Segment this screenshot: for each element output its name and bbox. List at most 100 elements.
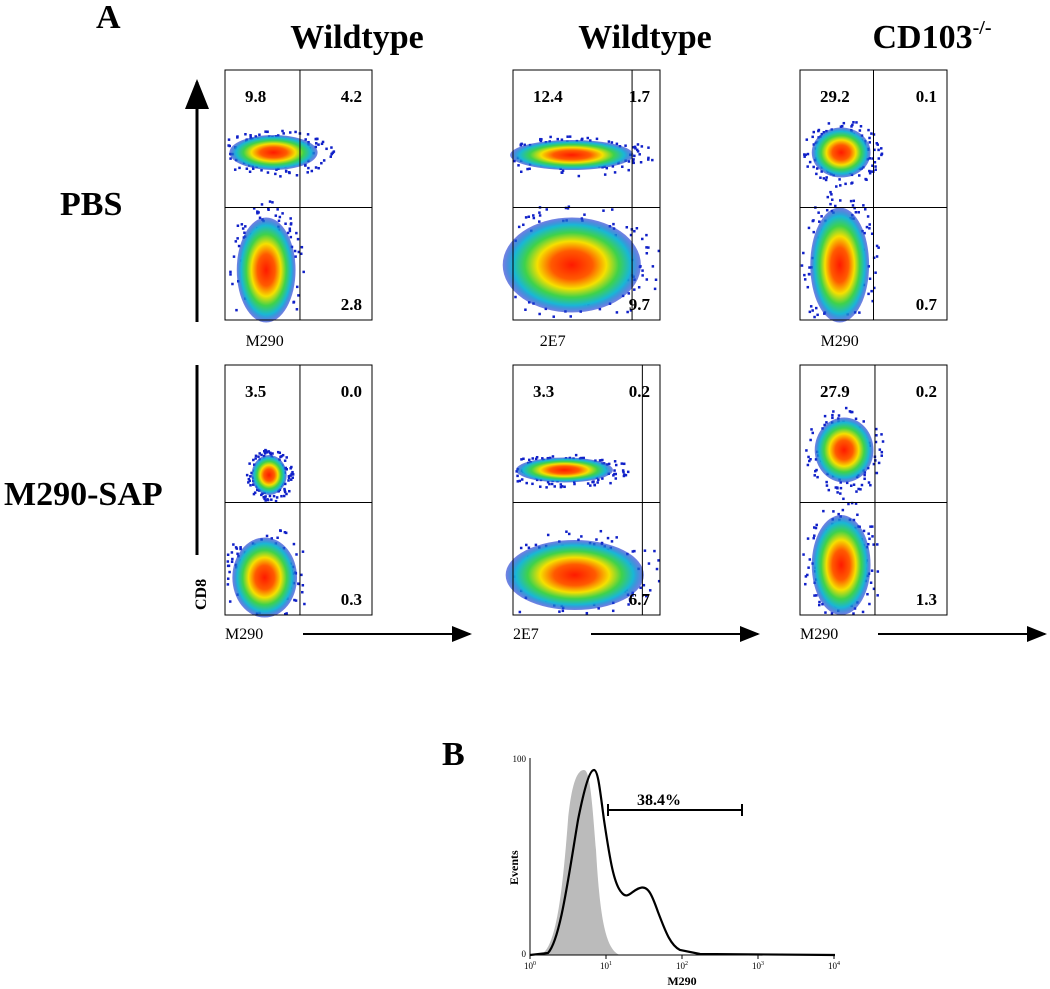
event-dot (875, 255, 879, 258)
x-axis-label: 2E7 (513, 626, 539, 643)
event-dot (565, 530, 568, 533)
event-dot (248, 479, 252, 483)
event-dot (809, 438, 812, 442)
event-dot (264, 499, 267, 502)
event-dot (257, 455, 260, 458)
quadrant-value: 0.2 (916, 382, 937, 401)
event-dot (538, 211, 541, 214)
event-dot (629, 233, 633, 237)
event-dot (870, 569, 874, 572)
event-dot (291, 470, 294, 474)
event-dot (597, 478, 600, 482)
event-dot (641, 237, 644, 241)
event-dot (294, 255, 297, 258)
event-dot (862, 420, 865, 423)
event-dot (252, 492, 256, 496)
event-dot (545, 208, 549, 211)
event-dot (867, 292, 870, 296)
event-dot (320, 161, 323, 165)
event-dot (226, 564, 230, 568)
event-dot (620, 462, 624, 465)
event-dot (635, 148, 639, 152)
event-dot (871, 157, 874, 160)
header-text: CD103 (873, 19, 973, 56)
event-dot (867, 532, 870, 535)
event-dot (624, 144, 627, 147)
event-dot (627, 603, 630, 606)
event-dot (268, 200, 272, 203)
event-dot (227, 144, 230, 147)
event-dot (628, 598, 632, 601)
event-dot (836, 491, 839, 494)
event-dot (874, 165, 877, 168)
density-blob (502, 217, 641, 313)
dot-plot: 3.5 0.0 0.3 M290 (224, 364, 472, 643)
density-blob (811, 127, 871, 178)
event-dot (813, 315, 816, 319)
event-dot (631, 550, 635, 553)
x-axis-label: M290 (225, 626, 263, 643)
event-dot (832, 410, 835, 413)
event-dot (878, 448, 882, 451)
header-text: Wildtype (578, 19, 712, 56)
event-dot (517, 164, 520, 167)
event-dot (551, 455, 555, 458)
event-dot (811, 431, 815, 435)
event-dot (812, 536, 815, 540)
event-dot (613, 460, 617, 463)
event-dot (291, 473, 295, 476)
event-dot (589, 484, 592, 487)
event-dot (637, 286, 641, 289)
event-dot (614, 463, 618, 467)
event-dot (236, 552, 239, 556)
panel-label: A (96, 0, 121, 36)
event-dot (881, 440, 885, 443)
event-dot (632, 158, 635, 161)
event-dot (876, 143, 879, 146)
event-dot (560, 138, 564, 141)
event-dot (597, 607, 600, 610)
event-dot (805, 449, 808, 452)
event-dot (856, 513, 859, 517)
event-dot (528, 458, 531, 462)
row-label: M290-SAP (4, 476, 163, 513)
event-dot (581, 137, 584, 141)
event-dot (645, 233, 648, 237)
event-dot (314, 145, 318, 149)
event-dot (821, 602, 824, 606)
event-dot (228, 570, 231, 574)
tick-exp: 2 (685, 961, 688, 967)
quadrant-value: 29.2 (820, 87, 850, 106)
event-dot (516, 480, 520, 483)
event-dot (814, 306, 818, 310)
event-dot (836, 486, 839, 489)
event-dot (249, 134, 252, 137)
event-dot (266, 171, 270, 174)
event-dot (287, 171, 291, 174)
event-dot (287, 475, 291, 478)
event-dot (825, 480, 828, 484)
event-dot (813, 474, 816, 477)
event-dot (813, 594, 816, 597)
event-dot (287, 476, 291, 480)
event-dot (227, 138, 231, 141)
quadrant-value: 4.2 (341, 87, 362, 106)
event-dot (266, 130, 269, 133)
event-dot (838, 178, 841, 181)
y-tick-label: 100 (513, 754, 527, 764)
event-dot (874, 271, 877, 274)
event-dot (873, 286, 876, 290)
x-axis-label: 2E7 (540, 333, 566, 350)
event-dot (522, 457, 525, 461)
event-dot (307, 166, 310, 170)
event-dot (859, 488, 862, 491)
event-dot (577, 538, 580, 542)
event-dot (607, 462, 611, 466)
y-tick-label: 0 (522, 949, 527, 959)
event-dot (288, 227, 292, 230)
event-dot (811, 309, 814, 312)
event-dot (854, 417, 858, 421)
event-dot (812, 526, 816, 529)
event-dot (825, 176, 828, 179)
